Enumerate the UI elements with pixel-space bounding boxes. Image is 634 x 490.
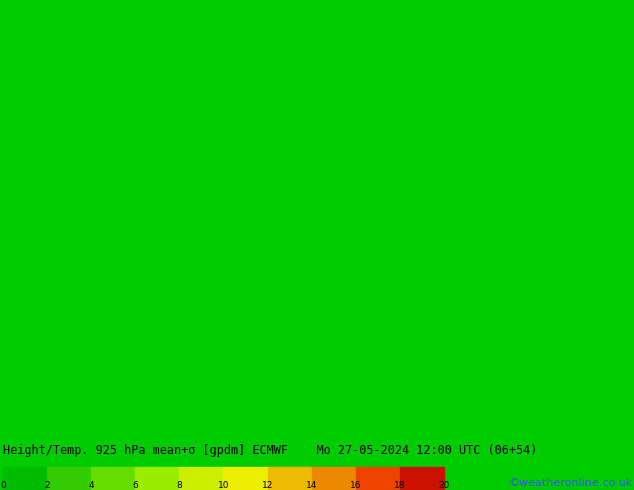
Text: ©weatheronline.co.uk: ©weatheronline.co.uk <box>508 478 633 488</box>
Bar <box>47 466 91 489</box>
Text: 14: 14 <box>306 481 317 490</box>
Bar <box>399 466 444 489</box>
Bar <box>356 466 399 489</box>
Bar <box>3 466 47 489</box>
Text: 12: 12 <box>262 481 273 490</box>
Text: Height/Temp. 925 hPa mean+σ [gpdm] ECMWF    Mo 27-05-2024 12:00 UTC (06+54): Height/Temp. 925 hPa mean+σ [gpdm] ECMWF… <box>3 444 538 457</box>
Bar <box>135 466 179 489</box>
Text: 6: 6 <box>133 481 138 490</box>
Bar <box>179 466 224 489</box>
Text: 16: 16 <box>350 481 361 490</box>
Text: 8: 8 <box>176 481 183 490</box>
Text: 2: 2 <box>44 481 50 490</box>
Text: 0: 0 <box>0 481 6 490</box>
Bar <box>223 466 268 489</box>
Text: 10: 10 <box>217 481 230 490</box>
Bar <box>91 466 135 489</box>
Text: 18: 18 <box>394 481 406 490</box>
Bar <box>268 466 311 489</box>
Text: 20: 20 <box>438 481 450 490</box>
Bar <box>311 466 356 489</box>
Text: 4: 4 <box>89 481 94 490</box>
